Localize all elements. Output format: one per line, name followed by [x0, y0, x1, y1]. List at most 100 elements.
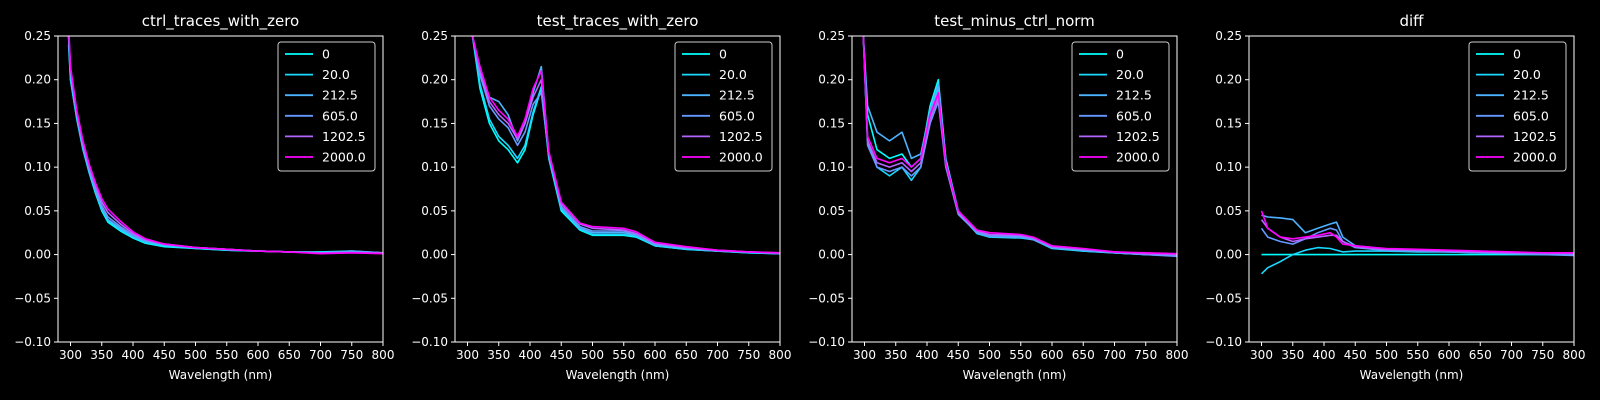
x-tick-label: 500: [581, 348, 604, 362]
x-tick-label: 600: [1438, 348, 1461, 362]
x-tick-label: 500: [184, 348, 207, 362]
x-tick-label: 450: [153, 348, 176, 362]
x-tick-label: 750: [1134, 348, 1157, 362]
y-tick-label: −0.10: [411, 335, 448, 349]
x-tick-label: 600: [247, 348, 270, 362]
series-line-212.5: [1261, 214, 1574, 255]
x-tick-label: 650: [1072, 348, 1095, 362]
x-tick-label: 300: [59, 348, 82, 362]
x-axis-label: Wavelength (nm): [566, 368, 670, 382]
x-tick-label: 350: [884, 348, 907, 362]
y-tick-label: 0.25: [421, 29, 448, 43]
legend-label: 20.0: [1116, 67, 1144, 82]
x-tick-label: 400: [122, 348, 145, 362]
x-tick-label: 750: [1531, 348, 1554, 362]
x-tick-label: 300: [1250, 348, 1273, 362]
legend-label: 605.0: [322, 108, 358, 123]
legend-label: 212.5: [719, 88, 755, 103]
x-tick-label: 350: [1281, 348, 1304, 362]
chart-title: test_minus_ctrl_norm: [934, 12, 1095, 31]
x-tick-label: 500: [1375, 348, 1398, 362]
x-tick-label: 550: [612, 348, 635, 362]
x-tick-label: 300: [456, 348, 479, 362]
legend-label: 605.0: [719, 108, 755, 123]
y-tick-label: 0.25: [1215, 29, 1242, 43]
axes-frame: [1248, 35, 1575, 343]
y-tick-label: −0.05: [411, 291, 448, 305]
legend-label: 212.5: [322, 88, 358, 103]
x-tick-label: 600: [644, 348, 667, 362]
y-tick-label: 0.10: [421, 160, 448, 174]
x-tick-label: 550: [1009, 348, 1032, 362]
x-tick-label: 550: [1406, 348, 1429, 362]
x-tick-label: 400: [916, 348, 939, 362]
y-tick-label: −0.05: [1205, 291, 1242, 305]
y-tick-label: 0.20: [818, 73, 845, 87]
legend-label: 20.0: [1513, 67, 1541, 82]
legend-label: 605.0: [1513, 108, 1549, 123]
y-tick-label: 0.15: [24, 116, 51, 130]
y-tick-label: 0.05: [421, 204, 448, 218]
x-tick-label: 700: [1103, 348, 1126, 362]
legend-label: 1202.5: [719, 129, 763, 144]
chart-title: ctrl_traces_with_zero: [142, 12, 299, 31]
x-tick-label: 700: [1500, 348, 1523, 362]
y-tick-label: 0.10: [1215, 160, 1242, 174]
legend: 0 20.0 212.5 605.0 1202.5 2000.0: [277, 41, 376, 172]
chart-panel-1: test_traces_with_zero 300 350 400 450 500 550 6…: [411, 12, 791, 382]
x-tick-label: 650: [278, 348, 301, 362]
x-tick-label: 400: [1313, 348, 1336, 362]
y-tick-label: 0.15: [421, 116, 448, 130]
y-tick-label: −0.05: [808, 291, 845, 305]
x-tick-label: 750: [340, 348, 363, 362]
y-tick-label: 0.05: [818, 204, 845, 218]
legend-label: 0: [1513, 47, 1521, 62]
legend: 0 20.0 212.5 605.0 1202.5 2000.0: [1468, 41, 1567, 172]
x-tick-label: 800: [372, 348, 395, 362]
series-line-2000.0: [1260, 210, 1574, 254]
series-line-1202.5: [1260, 219, 1574, 255]
legend-label: 212.5: [1116, 88, 1152, 103]
series-line-2000.0: [862, 36, 1177, 255]
y-tick-label: 0.25: [24, 29, 51, 43]
chart-title: test_traces_with_zero: [537, 12, 699, 31]
chart-panel-0: ctrl_traces_with_zero 300 350 400 450 500 550 6…: [14, 12, 394, 382]
y-tick-label: 0.15: [818, 116, 845, 130]
x-tick-label: 450: [550, 348, 573, 362]
axes-frame: [851, 35, 1178, 343]
x-tick-label: 550: [215, 348, 238, 362]
y-tick-label: 0.00: [818, 248, 845, 262]
legend-label: 2000.0: [1513, 150, 1557, 165]
plot-area: [471, 36, 780, 255]
x-tick-label: 350: [90, 348, 113, 362]
chart-title: diff: [1399, 12, 1424, 30]
y-tick-label: 0.20: [421, 73, 448, 87]
y-tick-label: 0.05: [1215, 204, 1242, 218]
x-tick-label: 650: [675, 348, 698, 362]
legend-label: 20.0: [322, 67, 350, 82]
legend-label: 212.5: [1513, 88, 1549, 103]
x-tick-label: 350: [487, 348, 510, 362]
y-tick-label: 0.15: [1215, 116, 1242, 130]
legend-label: 20.0: [719, 67, 747, 82]
x-tick-label: 300: [853, 348, 876, 362]
x-tick-label: 800: [1166, 348, 1189, 362]
x-tick-label: 700: [309, 348, 332, 362]
axes-frame: [57, 35, 384, 343]
legend-label: 1202.5: [1116, 129, 1160, 144]
x-tick-label: 450: [1344, 348, 1367, 362]
plot-area: [862, 36, 1177, 258]
x-tick-label: 800: [1563, 348, 1586, 362]
x-tick-label: 450: [947, 348, 970, 362]
y-tick-label: 0.10: [24, 160, 51, 174]
series-line-2000.0: [471, 36, 780, 254]
y-tick-label: −0.05: [14, 291, 51, 305]
x-tick-label: 600: [1041, 348, 1064, 362]
legend-label: 2000.0: [1116, 150, 1160, 165]
chart-panel-2: test_minus_ctrl_norm 300 350 400 450 500 550 60…: [808, 12, 1188, 382]
chart-panel-3: diff 300 350 400 450 500 550 600 650 700 750 800 −0.…: [1205, 12, 1585, 382]
y-tick-label: −0.10: [1205, 335, 1242, 349]
x-axis-label: Wavelength (nm): [1360, 368, 1464, 382]
legend-label: 0: [322, 47, 330, 62]
